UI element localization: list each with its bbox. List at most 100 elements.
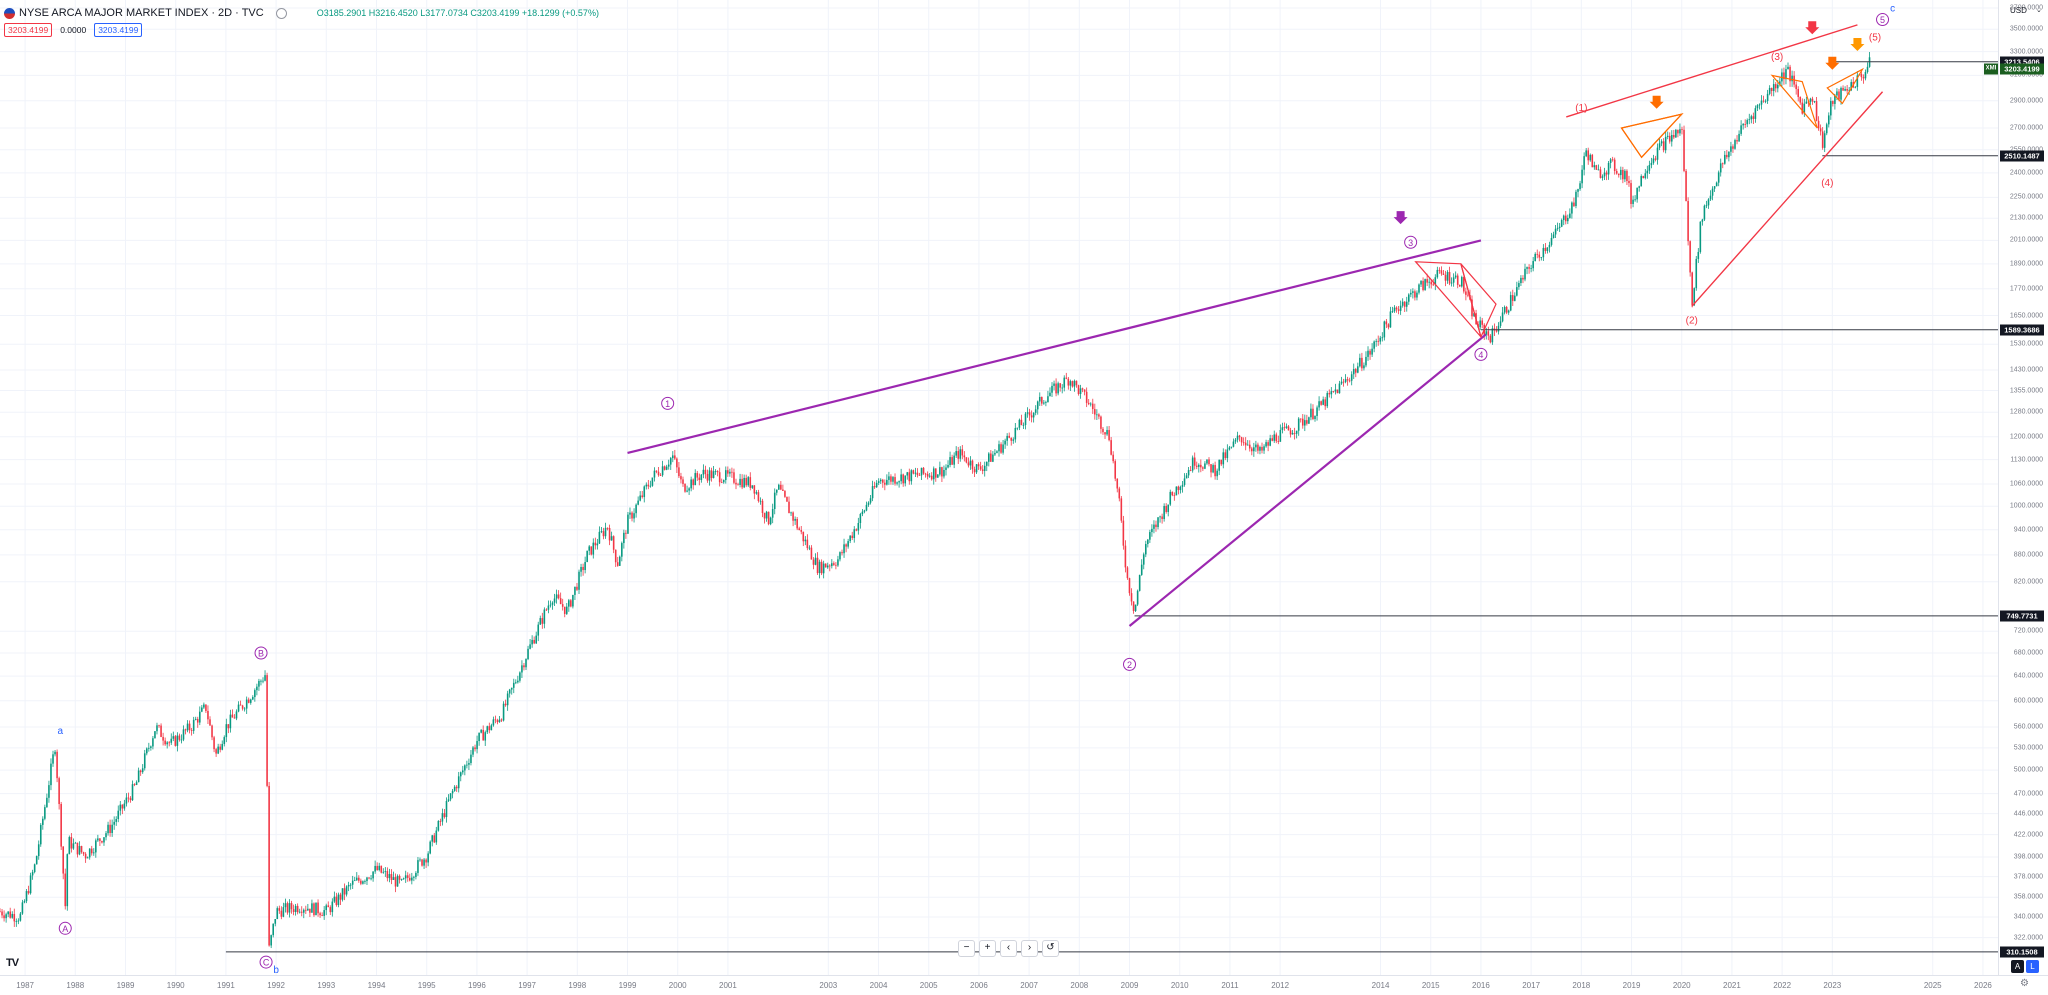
candle-body xyxy=(237,704,240,712)
candle-body xyxy=(1799,96,1802,103)
candle-body xyxy=(1617,173,1620,176)
buy-price-box[interactable]: 3203.4199 xyxy=(94,23,143,37)
candle-body xyxy=(382,871,385,873)
candle-body xyxy=(1405,301,1408,307)
candle-body xyxy=(888,476,890,480)
candle-body xyxy=(170,738,173,743)
candle-body xyxy=(1587,150,1590,161)
candle-body xyxy=(327,905,330,908)
candle-body xyxy=(1153,524,1155,529)
candle-body xyxy=(1509,295,1512,311)
wave-label-circle xyxy=(661,396,675,410)
candle-body xyxy=(549,604,552,606)
candle-body xyxy=(531,639,533,645)
candle-body xyxy=(1668,135,1671,142)
candle-body xyxy=(1310,408,1312,418)
candle-body xyxy=(1043,402,1045,404)
candle-body xyxy=(1442,273,1445,275)
price-axis[interactable]: 3700.0000 3500.0000 3300.0000 3100.0000 2900… xyxy=(1998,0,2048,975)
candle-body xyxy=(947,465,949,468)
time-axis[interactable]: 1987 1988 1989 1990 1991 1992 1993 1994 1995 1996… xyxy=(0,975,2048,995)
log-scale-button[interactable]: L xyxy=(2026,960,2039,973)
candle-body xyxy=(839,552,841,560)
candle-body xyxy=(46,797,48,808)
candle-body xyxy=(459,772,462,777)
auto-scale-button[interactable]: A xyxy=(2011,960,2024,973)
candle-body xyxy=(441,813,444,822)
candle-body xyxy=(323,910,325,916)
candle-body xyxy=(80,846,83,853)
price-tick-label: 378.0000 xyxy=(2013,873,2043,881)
arrow-down-icon xyxy=(1805,21,1820,35)
candle-body xyxy=(266,675,268,786)
candle-body xyxy=(105,833,107,838)
candle-body xyxy=(1293,432,1296,434)
gear-icon[interactable]: ⚙ xyxy=(2020,978,2029,989)
candle-body xyxy=(1179,486,1182,491)
candle-body xyxy=(716,471,719,473)
candle-body xyxy=(1701,219,1704,222)
candle-body xyxy=(1075,380,1078,386)
candle-body xyxy=(451,790,454,794)
price-tick-label: 322.0000 xyxy=(2013,934,2043,942)
zoom-in-button[interactable]: + xyxy=(979,940,996,957)
candle-body xyxy=(1742,124,1744,126)
candle-body xyxy=(331,901,334,913)
candle-body xyxy=(1324,399,1327,407)
candle-body xyxy=(256,686,258,691)
candle-body xyxy=(315,902,317,916)
candle-body xyxy=(943,469,945,477)
candle-body xyxy=(706,474,709,481)
candle-body xyxy=(1736,140,1738,142)
candle-body xyxy=(1210,464,1212,473)
level-price-label: 3213.5406 xyxy=(2000,56,2044,68)
candle-body xyxy=(512,682,515,688)
tradingview-logo[interactable]: TV xyxy=(6,957,19,969)
candle-body xyxy=(568,600,570,607)
candle-body xyxy=(712,471,715,478)
zoom-out-button[interactable]: − xyxy=(958,940,975,957)
price-chart[interactable]: a A B Cb 1 2 3 4 5 (1) (2) (3) (4) (5) c xyxy=(0,0,1998,975)
visibility-icon[interactable] xyxy=(275,7,287,19)
candle-body xyxy=(826,565,829,568)
candle-body xyxy=(702,469,705,475)
candle-body xyxy=(545,609,548,611)
candle-body xyxy=(1216,470,1218,477)
candle-body xyxy=(1224,452,1227,459)
sell-price-box[interactable]: 3203.4199 xyxy=(4,23,53,37)
candle-body xyxy=(859,514,862,524)
candle-body xyxy=(506,693,509,706)
time-tick-label: 1998 xyxy=(568,981,587,990)
currency-label[interactable]: USD xyxy=(2010,6,2027,15)
candle-body xyxy=(1603,172,1606,177)
reset-chart-button[interactable]: ↺ xyxy=(1042,940,1059,957)
candle-body xyxy=(808,547,811,549)
currency-dropdown-icon[interactable]: ⌄ xyxy=(2036,7,2042,14)
candle-body xyxy=(1750,116,1753,120)
candle-body xyxy=(941,467,943,477)
wave-label: C xyxy=(263,958,270,968)
triangle-pattern xyxy=(1770,74,1818,129)
candle-body xyxy=(949,457,951,466)
candle-body xyxy=(708,470,711,481)
candle-body xyxy=(863,510,866,512)
candle-body xyxy=(1132,601,1135,611)
scroll-right-button[interactable]: › xyxy=(1021,940,1038,957)
candle-body xyxy=(1505,307,1508,313)
candle-body xyxy=(1817,120,1820,129)
candle-body xyxy=(1830,101,1832,116)
symbol-title[interactable]: NYSE ARCA MAJOR MARKET INDEX · 2D · TVC xyxy=(19,7,264,19)
candle-body xyxy=(360,880,362,884)
price-tick-label: 358.0000 xyxy=(2013,893,2043,901)
candle-body xyxy=(743,477,745,488)
candle-body xyxy=(1030,415,1033,418)
candle-body xyxy=(751,485,754,488)
candle-body xyxy=(934,468,937,478)
candle-body xyxy=(1083,389,1086,392)
candle-body xyxy=(23,901,26,903)
candle-body xyxy=(476,741,478,750)
candle-body xyxy=(782,489,784,491)
candle-body xyxy=(1055,383,1057,394)
scroll-left-button[interactable]: ‹ xyxy=(1000,940,1017,957)
